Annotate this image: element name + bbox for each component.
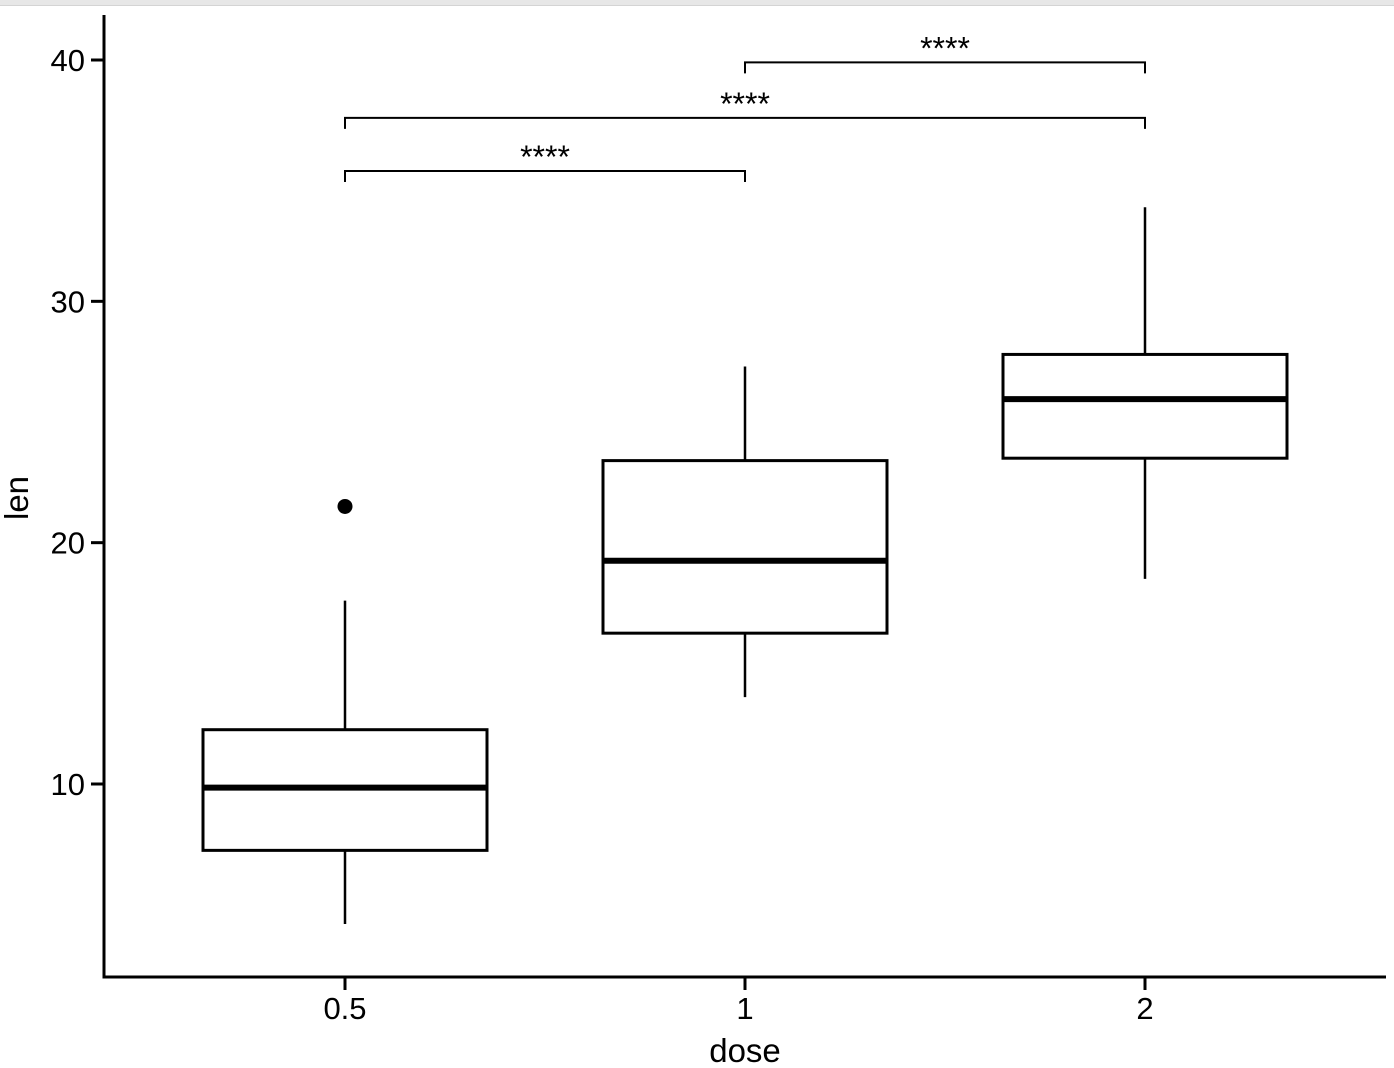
boxplot-group-dose-1 (601, 366, 889, 698)
y-tick-label: 40 (51, 43, 85, 78)
outlier-point (337, 498, 353, 514)
significance-bracket-0.5-vs-2: **** (344, 86, 1146, 129)
significance-brackets-layer: **** **** **** (344, 30, 1146, 183)
window-top-strip (0, 0, 1394, 6)
significance-bracket-1-vs-2: **** (744, 30, 1146, 74)
boxplot-group-dose-0.5 (201, 498, 489, 924)
bracket-line (344, 116, 1146, 129)
x-axis-title: dose (709, 1032, 781, 1068)
boxplot-group-dose-2 (1001, 207, 1289, 579)
y-tick-label: 10 (51, 767, 85, 802)
axes-layer: 10 20 30 40 0.5 1 2 (51, 15, 1386, 1026)
significance-label: **** (520, 139, 570, 175)
bracket-line (744, 61, 1146, 74)
x-tick-label: 0.5 (323, 991, 366, 1026)
iqr-box (601, 459, 889, 635)
significance-label: **** (720, 86, 770, 122)
significance-label: **** (920, 30, 970, 66)
significance-bracket-0.5-vs-1: **** (344, 139, 746, 183)
y-tick-label: 20 (51, 526, 85, 561)
x-tick-label: 1 (736, 991, 753, 1026)
boxes-layer (201, 207, 1289, 924)
bracket-line (344, 170, 746, 183)
x-tick-label: 2 (1136, 991, 1153, 1026)
y-axis-title: len (0, 476, 35, 520)
y-tick-label: 30 (51, 284, 85, 319)
iqr-box (1001, 352, 1289, 460)
